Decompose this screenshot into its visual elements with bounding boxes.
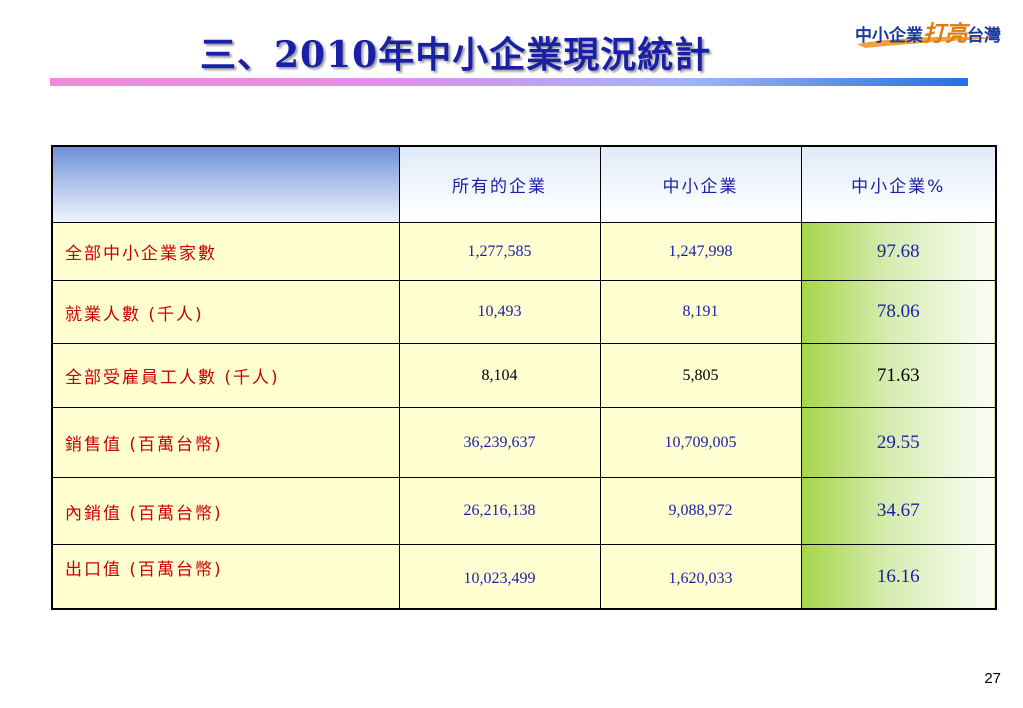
row-label: 內銷值 (百萬台幣) (51, 477, 400, 545)
table-row: 銷售值 (百萬台幣) 36,239,637 10,709,005 29.55 (51, 407, 997, 478)
cell-sme-percent: 16.16 (800, 544, 997, 609)
sme-statistics-table: 所有的企業 中小企業 中小企業% 全部中小企業家數 1,277,585 1,24… (51, 145, 997, 610)
cell-sme: 5,805 (599, 343, 802, 408)
sme-logo: 中小企業打亮台灣 (855, 8, 1020, 54)
cell-all-enterprises: 36,239,637 (398, 407, 601, 478)
cell-sme-percent: 97.68 (800, 222, 997, 281)
title-divider (50, 78, 968, 86)
row-label: 全部中小企業家數 (51, 222, 400, 281)
cell-sme: 8,191 (599, 280, 802, 344)
header-sme-percent: 中小企業% (800, 145, 997, 223)
header-all-enterprises: 所有的企業 (398, 145, 601, 223)
cell-sme: 9,088,972 (599, 477, 802, 545)
table-row: 就業人數 (千人) 10,493 8,191 78.06 (51, 280, 997, 344)
cell-sme: 1,247,998 (599, 222, 802, 281)
header-corner-cell (51, 145, 400, 223)
row-label: 全部受雇員工人數 (千人) (51, 343, 400, 408)
cell-all-enterprises: 8,104 (398, 343, 601, 408)
cell-sme: 10,709,005 (599, 407, 802, 478)
logo-text-part2: 打亮 (923, 22, 968, 47)
slide-title: 三、2010年中小企業現況統計 (200, 34, 712, 76)
cell-sme-percent: 34.67 (800, 477, 997, 545)
cell-sme-percent: 71.63 (800, 343, 997, 408)
logo-swoosh-icon (857, 36, 1003, 48)
row-label: 就業人數 (千人) (51, 280, 400, 344)
table-row: 全部中小企業家數 1,277,585 1,247,998 97.68 (51, 222, 997, 281)
row-label: 出口值 (百萬台幣) (51, 544, 400, 609)
cell-sme: 1,620,033 (599, 544, 802, 609)
cell-all-enterprises: 10,493 (398, 280, 601, 344)
logo-text-part3: 台灣 (967, 26, 1002, 46)
row-label: 銷售值 (百萬台幣) (51, 407, 400, 478)
page-number: 27 (984, 670, 1001, 687)
table-row: 出口值 (百萬台幣) 10,023,499 1,620,033 16.16 (51, 544, 997, 609)
table-row: 內銷值 (百萬台幣) 26,216,138 9,088,972 34.67 (51, 477, 997, 545)
cell-sme-percent: 78.06 (800, 280, 997, 344)
cell-sme-percent: 29.55 (800, 407, 997, 478)
logo-text: 中小企業打亮台灣 (855, 16, 1001, 48)
cell-all-enterprises: 10,023,499 (398, 544, 601, 609)
table-row: 全部受雇員工人數 (千人) 8,104 5,805 71.63 (51, 343, 997, 408)
cell-all-enterprises: 26,216,138 (398, 477, 601, 545)
logo-text-part1: 中小企業 (855, 26, 923, 46)
cell-all-enterprises: 1,277,585 (398, 222, 601, 281)
table-header-row: 所有的企業 中小企業 中小企業% (51, 145, 997, 223)
header-sme: 中小企業 (599, 145, 802, 223)
